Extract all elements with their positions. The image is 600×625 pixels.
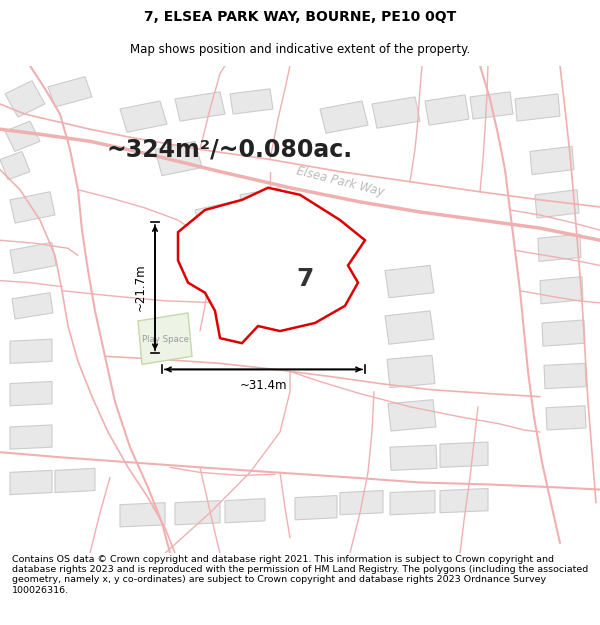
- Polygon shape: [5, 81, 45, 117]
- Polygon shape: [385, 266, 434, 298]
- Text: Elsea Park Way: Elsea Park Way: [295, 164, 385, 199]
- Text: 7: 7: [296, 267, 314, 291]
- Polygon shape: [225, 499, 265, 523]
- Polygon shape: [515, 94, 560, 121]
- Polygon shape: [387, 355, 435, 388]
- Polygon shape: [388, 400, 436, 431]
- Polygon shape: [390, 445, 437, 471]
- Polygon shape: [546, 406, 586, 430]
- Text: Contains OS data © Crown copyright and database right 2021. This information is : Contains OS data © Crown copyright and d…: [12, 554, 588, 595]
- Polygon shape: [155, 141, 202, 176]
- Text: Map shows position and indicative extent of the property.: Map shows position and indicative extent…: [130, 44, 470, 56]
- Polygon shape: [0, 151, 30, 179]
- Polygon shape: [540, 277, 583, 304]
- Polygon shape: [240, 188, 285, 217]
- Polygon shape: [470, 92, 513, 119]
- Polygon shape: [195, 200, 248, 242]
- Polygon shape: [175, 501, 220, 525]
- Polygon shape: [542, 320, 585, 346]
- Polygon shape: [48, 77, 92, 107]
- Polygon shape: [120, 101, 167, 132]
- Polygon shape: [535, 190, 579, 218]
- Polygon shape: [440, 442, 488, 468]
- Polygon shape: [12, 292, 53, 319]
- Text: ~21.7m: ~21.7m: [133, 264, 146, 311]
- Polygon shape: [385, 311, 434, 344]
- Polygon shape: [10, 242, 56, 274]
- Text: ~31.4m: ~31.4m: [240, 379, 287, 392]
- Polygon shape: [10, 339, 52, 363]
- Text: 7, ELSEA PARK WAY, BOURNE, PE10 0QT: 7, ELSEA PARK WAY, BOURNE, PE10 0QT: [144, 10, 456, 24]
- Polygon shape: [390, 491, 435, 515]
- Polygon shape: [230, 89, 273, 114]
- Polygon shape: [10, 425, 52, 449]
- Polygon shape: [244, 228, 290, 262]
- Polygon shape: [538, 234, 581, 261]
- Text: Play Space: Play Space: [142, 334, 188, 344]
- Polygon shape: [10, 471, 52, 494]
- Polygon shape: [340, 491, 383, 515]
- Polygon shape: [10, 381, 52, 406]
- Polygon shape: [530, 146, 574, 174]
- Text: ~324m²/~0.080ac.: ~324m²/~0.080ac.: [107, 138, 353, 161]
- Polygon shape: [440, 489, 488, 512]
- Polygon shape: [175, 92, 225, 121]
- Polygon shape: [10, 192, 55, 223]
- Polygon shape: [178, 188, 365, 343]
- Polygon shape: [372, 97, 420, 128]
- Polygon shape: [55, 468, 95, 492]
- Polygon shape: [200, 242, 248, 281]
- Polygon shape: [295, 496, 337, 520]
- Polygon shape: [5, 121, 40, 151]
- Polygon shape: [425, 95, 469, 125]
- Polygon shape: [138, 313, 192, 364]
- Polygon shape: [120, 503, 165, 527]
- Polygon shape: [320, 101, 368, 133]
- Polygon shape: [544, 363, 586, 389]
